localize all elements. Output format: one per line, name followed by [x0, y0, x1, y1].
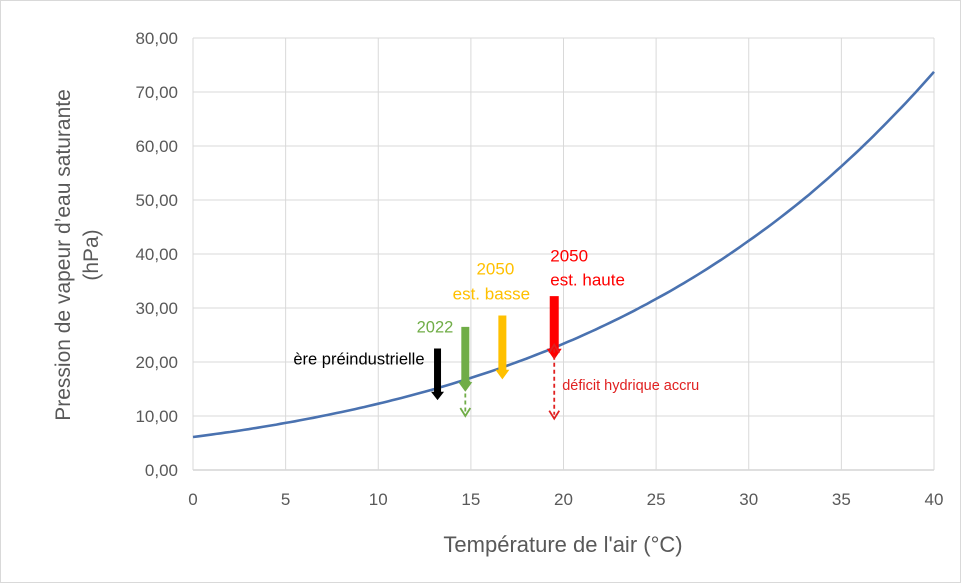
preindustrial-label: ère préindustrielle	[293, 351, 424, 369]
x-tick-labels: 0 5 10 15 20 25 30 35 40	[188, 490, 943, 509]
y-axis-title-line-2: (hPa)	[80, 229, 103, 280]
y-tick-label: 20,00	[135, 353, 178, 372]
x-tick-label: 0	[188, 490, 197, 509]
y-axis-title-line-1: Pression de vapeur d’eau saturante	[52, 89, 75, 421]
x-tick-label: 10	[369, 490, 388, 509]
grid	[192, 37, 935, 471]
y-tick-label: 60,00	[135, 137, 178, 156]
preindustrial-arrow	[431, 348, 445, 401]
label-2050-low-year: 2050	[476, 260, 514, 279]
y-tick-label: 10,00	[135, 407, 178, 426]
deficit-label: déficit hydrique accru	[562, 378, 699, 394]
x-tick-label: 40	[925, 490, 944, 509]
arrow-2050-low	[495, 315, 510, 380]
y-tick-label: 30,00	[135, 299, 178, 318]
annotations: ère préindustrielle 2022 2050 est. basse 205…	[293, 247, 699, 421]
x-tick-label: 15	[461, 490, 480, 509]
deficit-arrow	[548, 343, 561, 421]
dashed-arrow-2022	[459, 373, 472, 418]
label-2050-low-sub: est. basse	[453, 284, 531, 303]
y-tick-label: 70,00	[135, 83, 178, 102]
label-2050-high-sub: est. haute	[550, 270, 625, 289]
x-tick-label: 20	[554, 490, 573, 509]
x-tick-label: 25	[647, 490, 666, 509]
y-tick-labels: 0,00 10,00 20,00 30,00 40,00 50,00 60,00 70,00 8…	[135, 29, 178, 480]
series-line	[192, 70, 935, 439]
x-tick-label: 35	[832, 490, 851, 509]
y-tick-label: 0,00	[145, 461, 178, 480]
y-tick-label: 80,00	[135, 29, 178, 48]
label-2050-high-year: 2050	[550, 247, 588, 266]
x-axis-title: Température de l'air (°C)	[443, 532, 682, 557]
arrow-2050-high	[546, 296, 562, 360]
arrow-2022	[458, 326, 473, 392]
series-group	[192, 70, 935, 439]
label-2022: 2022	[417, 318, 454, 336]
y-tick-label: 40,00	[135, 245, 178, 264]
x-tick-label: 5	[281, 490, 290, 509]
x-tick-label: 30	[739, 490, 758, 509]
y-tick-label: 50,00	[135, 191, 178, 210]
